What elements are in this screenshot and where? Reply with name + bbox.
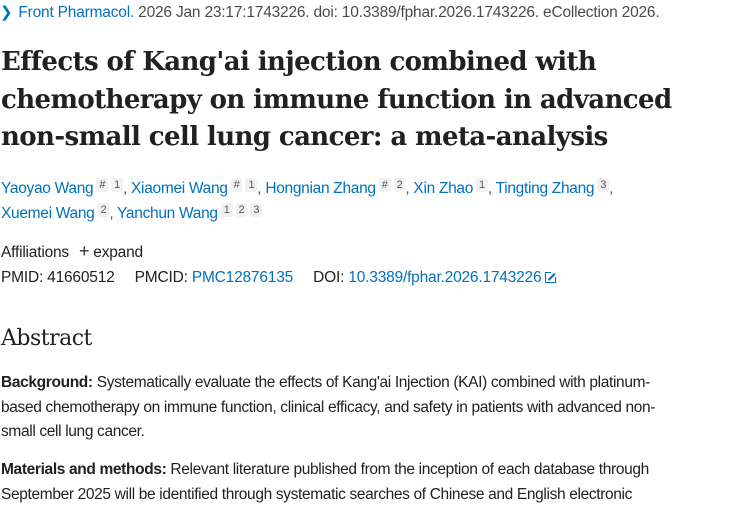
author-link[interactable]: Yanchun Wang	[117, 205, 218, 222]
affiliation-ref[interactable]: 3	[597, 178, 609, 192]
author-link[interactable]: Tingting Zhang	[496, 180, 595, 197]
affiliation-ref[interactable]: 1	[111, 178, 123, 192]
affiliations-toggle[interactable]: Affiliations +expand	[1, 241, 143, 262]
article-title: Effects of Kang'ai injection combined wi…	[1, 44, 672, 157]
affiliation-ref[interactable]: 2	[236, 203, 248, 217]
pmcid-label: PMCID:	[135, 269, 188, 286]
author-link[interactable]: Xuemei Wang	[1, 205, 94, 222]
chevron-right-icon[interactable]: ❯	[0, 3, 12, 21]
affiliation-ref[interactable]: 1	[245, 178, 257, 192]
abstract-text-line: September 2025 will be identified throug…	[1, 483, 649, 507]
equal-contrib-mark: #	[379, 178, 391, 192]
affiliation-ref[interactable]: 2	[394, 178, 406, 192]
authors-list: Yaoyao Wang#1, Xiaomei Wang#1, Hongnian …	[1, 176, 613, 226]
title-line: non-small cell lung cancer: a meta-analy…	[1, 119, 672, 157]
methods-label: Materials and methods:	[1, 461, 166, 478]
journal-link[interactable]: Front Pharmacol.	[18, 4, 134, 21]
pmid-value: 41660512	[47, 269, 114, 286]
citation-line: ❯ Front Pharmacol. 2026 Jan 23:17:1743226…	[0, 3, 659, 22]
author-link[interactable]: Hongnian Zhang	[265, 180, 375, 197]
affiliation-ref[interactable]: 1	[476, 178, 488, 192]
author-link[interactable]: Xiaomei Wang	[131, 180, 228, 197]
equal-contrib-mark: #	[96, 178, 108, 192]
affiliation-ref[interactable]: 1	[221, 203, 233, 217]
title-line: Effects of Kang'ai injection combined wi…	[1, 44, 672, 82]
pmcid-link[interactable]: PMC12876135	[192, 269, 293, 286]
affiliations-label: Affiliations	[1, 244, 69, 261]
affiliation-ref[interactable]: 3	[250, 203, 262, 217]
author-link[interactable]: Xin Zhao	[413, 180, 473, 197]
expand-button[interactable]: expand	[93, 244, 143, 261]
affiliation-ref[interactable]: 2	[97, 203, 109, 217]
abstract-heading: Abstract	[1, 326, 92, 351]
abstract-text-line: small cell lung cancer.	[1, 420, 655, 445]
abstract-text-line: Relevant literature published from the i…	[166, 461, 648, 478]
equal-contrib-mark: #	[231, 178, 243, 192]
doi-link[interactable]: 10.3389/fphar.2026.1743226	[348, 269, 541, 286]
identifiers: PMID: 41660512 PMCID: PMC12876135 DOI: 1…	[1, 269, 556, 287]
abstract-text-line: based chemotherapy on immune function, c…	[1, 396, 655, 421]
abstract-text-line: Systematically evaluate the effects of K…	[93, 374, 650, 391]
title-line: chemotherapy on immune function in advan…	[1, 82, 672, 120]
plus-icon[interactable]: +	[79, 241, 89, 261]
author-link[interactable]: Yaoyao Wang	[1, 180, 93, 197]
pmid-label: PMID:	[1, 269, 43, 286]
abstract-background: Background: Systematically evaluate the …	[1, 371, 655, 445]
external-link-icon[interactable]	[545, 272, 556, 283]
citation-details: 2026 Jan 23:17:1743226. doi: 10.3389/fph…	[134, 4, 659, 21]
doi-label: DOI:	[313, 269, 344, 286]
background-label: Background:	[1, 374, 93, 391]
